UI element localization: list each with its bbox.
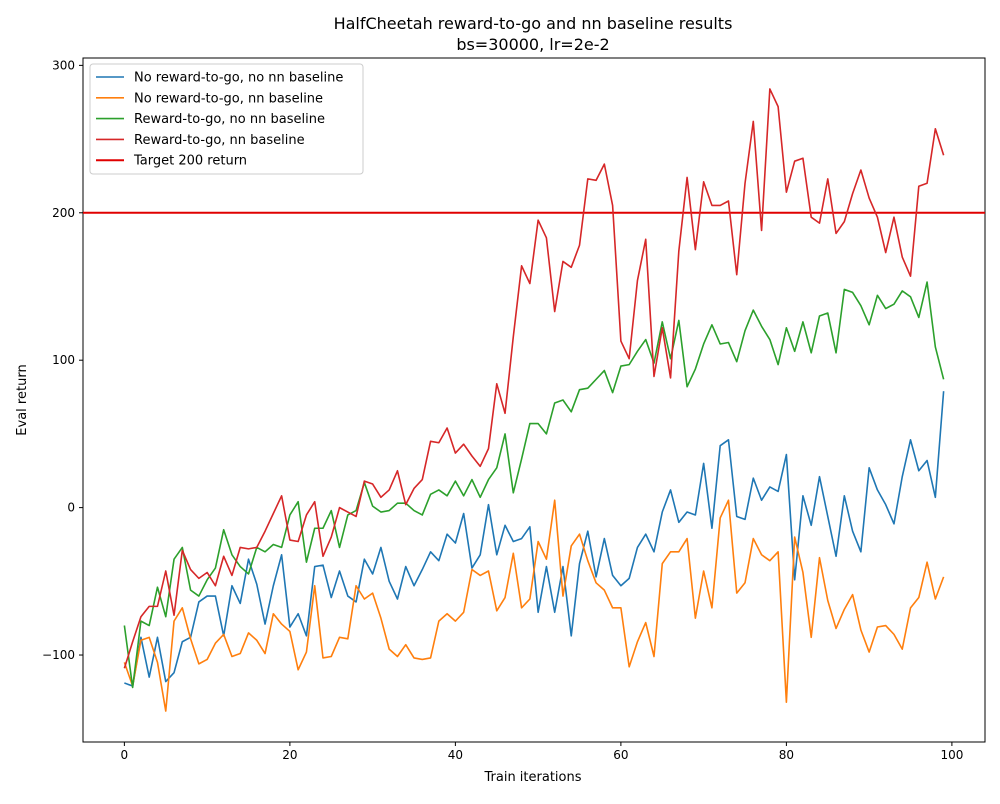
y-tick-label: 0 (67, 501, 75, 515)
x-tick-label: 100 (940, 748, 963, 762)
x-tick-label: 20 (282, 748, 297, 762)
legend-label: Reward-to-go, no nn baseline (134, 112, 325, 127)
chart-subtitle: bs=30000, lr=2e-2 (456, 35, 609, 54)
chart-title: HalfCheetah reward-to-go and nn baseline… (334, 14, 733, 33)
y-tick-label: 300 (52, 58, 75, 72)
x-tick-label: 40 (448, 748, 463, 762)
series-line-4 (123, 88, 945, 669)
series-line-2 (123, 499, 945, 712)
legend-label: Target 200 return (133, 154, 247, 169)
y-tick-label: −100 (42, 648, 75, 662)
x-tick-label: 0 (121, 748, 129, 762)
y-tick-label: 100 (52, 353, 75, 367)
x-axis-label: Train iterations (483, 770, 581, 785)
plot-frame (82, 57, 986, 743)
legend-label: No reward-to-go, no nn baseline (134, 71, 343, 86)
x-tick-label: 80 (779, 748, 794, 762)
x-tick-label: 60 (613, 748, 628, 762)
legend-label: No reward-to-go, nn baseline (134, 91, 323, 106)
y-axis-label: Eval return (15, 364, 30, 435)
legend-box (89, 63, 364, 175)
series-line-1 (124, 391, 945, 687)
series-line-3 (123, 281, 945, 689)
legend: No reward-to-go, no nn baseline No reward… (89, 63, 364, 175)
legend-label: Reward-to-go, nn baseline (134, 133, 305, 148)
y-tick-label: 200 (52, 206, 75, 220)
plot-area: 0 20 40 60 80 100 −100 0 100 200 300 (42, 57, 986, 762)
